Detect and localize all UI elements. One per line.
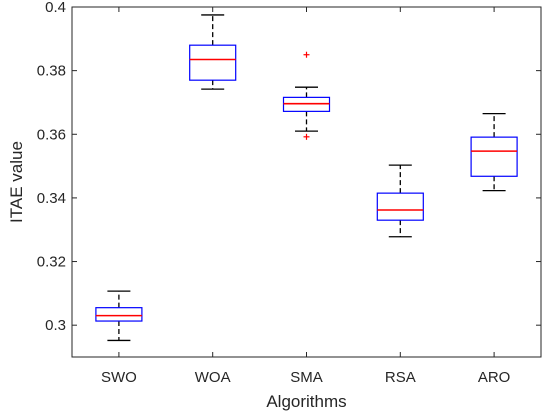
iqr-box — [95, 307, 143, 322]
box-woa — [189, 14, 237, 90]
boxes-layer — [95, 14, 518, 342]
iqr-box — [189, 44, 237, 81]
y-tick-label: 0.4 — [45, 0, 66, 16]
x-tick-label: WOA — [195, 369, 231, 386]
plot-area — [72, 7, 541, 357]
y-tick-label: 0.3 — [45, 317, 66, 334]
x-axis: SWO WOA SMA RSA ARO — [101, 7, 510, 386]
x-axis-label: Algorithms — [266, 392, 346, 411]
x-tick-label: ARO — [478, 369, 511, 386]
y-tick-label: 0.36 — [37, 126, 66, 143]
y-tick-label: 0.34 — [37, 190, 66, 207]
y-tick-label: 0.38 — [37, 63, 66, 80]
y-tick-label: 0.32 — [37, 254, 66, 271]
x-tick-label: RSA — [385, 369, 416, 386]
x-tick-label: SWO — [101, 369, 137, 386]
outlier-marker — [303, 51, 310, 58]
iqr-box — [376, 192, 424, 221]
y-axis-label: ITAE value — [7, 141, 26, 223]
y-axis: 0.3 0.32 0.34 0.36 0.38 0.4 — [37, 0, 541, 334]
box-sma — [282, 51, 331, 140]
x-tick-label: SMA — [290, 369, 323, 386]
iqr-box — [470, 136, 518, 177]
box-swo — [95, 290, 143, 342]
box-aro — [470, 112, 518, 192]
outlier-marker — [303, 133, 310, 140]
box-rsa — [376, 164, 424, 238]
